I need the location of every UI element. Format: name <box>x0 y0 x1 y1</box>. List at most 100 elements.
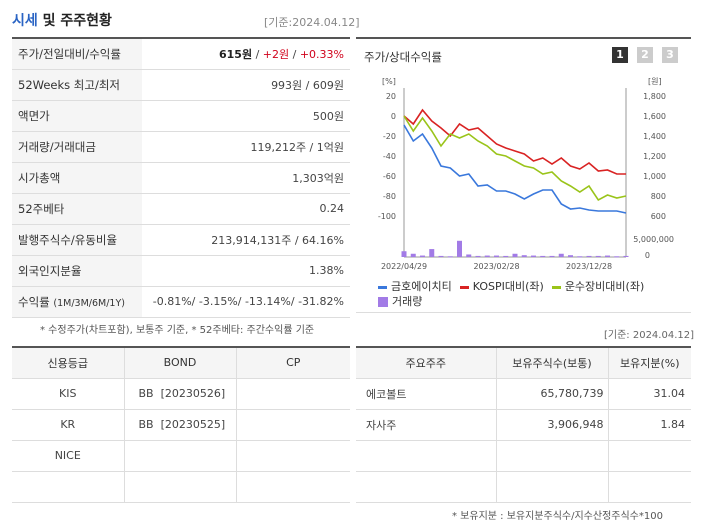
row-value: 1,303억원 <box>142 162 350 194</box>
table-row: 52주베타 0.24 <box>12 193 350 225</box>
volume-bar <box>447 256 453 258</box>
credit-rating-table: 신용등급 BOND CP KIS BB [20230526] KR BB [20… <box>12 346 350 503</box>
volume-bar <box>540 255 546 257</box>
volume-bar <box>512 253 518 257</box>
price-change-rate: 615원 / +2원 / +0.33% <box>142 38 350 70</box>
table-header-row: 신용등급 BOND CP <box>12 347 350 379</box>
chart-page-1-button[interactable]: 1 <box>612 47 628 63</box>
price-chart: [%] [원] 20 0 -20 -40 -60 -80 -100 1,800 1,600 1,400… <box>378 77 674 271</box>
column-header: CP <box>235 347 350 379</box>
table-row <box>356 440 691 472</box>
return-values: -0.81%/ -3.15%/ -13.14%/ -31.82% <box>142 286 350 318</box>
volume-bar <box>457 240 462 257</box>
series-line <box>403 108 626 175</box>
x-tick-label: 2022/04/29 <box>381 262 427 271</box>
major-holders-table: 주요주주 보유주식수(보통) 보유지분(%) 에코볼트 65,780,739 3… <box>356 346 691 503</box>
chart-page-3-button[interactable]: 3 <box>662 47 678 63</box>
bond-cell: BB [20230525] <box>123 409 236 441</box>
volume-bar <box>410 253 416 257</box>
y-right-unit: [원] <box>648 77 662 86</box>
volume-bar <box>494 255 499 257</box>
holders-footnote: * 보유지분 : 보유지분주식수/지수산정주식수*100 <box>452 511 663 522</box>
holder-shares <box>495 471 608 503</box>
chart-panel: 주가/상대수익률 1 2 3 [%] [원] 20 0 -20 -40 -60 -80 -100… <box>356 37 691 313</box>
y-left-tick-label: -20 <box>383 132 396 141</box>
series-line <box>403 115 627 202</box>
volume-bar <box>577 256 583 258</box>
y-right-tick-label: 1,000 <box>643 172 666 181</box>
row-label: 거래량/거래대금 <box>12 131 142 163</box>
legend-item[interactable]: 금호에이치티 <box>378 279 452 294</box>
holders-base-date: [기준: 2024.04.12] <box>604 330 695 341</box>
row-value: 119,212주 / 1억원 <box>142 131 350 163</box>
quote-table: 주가/전일대비/수익률 615원 / +2원 / +0.33% 52Weeks … <box>12 37 350 318</box>
bond-cell <box>123 471 236 503</box>
row-value: 500원 <box>142 100 350 132</box>
holder-shares: 65,780,739 <box>495 378 608 410</box>
volume-bar <box>568 255 573 257</box>
volume-bar <box>466 254 472 257</box>
holder-ratio: 1.84 <box>607 409 691 441</box>
table-row: 액면가 500원 <box>12 100 350 132</box>
y-left-tick-label: 0 <box>391 112 396 121</box>
table-row: 52Weeks 최고/최저 993원 / 609원 <box>12 69 350 101</box>
table-row: 에코볼트 65,780,739 31.04 <box>356 378 691 410</box>
table-row: 자사주 3,906,948 1.84 <box>356 409 691 441</box>
volume-bar <box>521 255 527 257</box>
table-row: 시가총액 1,303억원 <box>12 162 350 194</box>
cp-cell <box>235 440 350 472</box>
y-left-tick-label: -100 <box>378 212 396 221</box>
row-value: 993원 / 609원 <box>142 69 350 101</box>
base-date: [기준:2024.04.12] <box>264 16 360 29</box>
y-right-tick-label: 600 <box>651 212 666 221</box>
legend-item[interactable]: 거래량 <box>378 294 422 309</box>
chart-page-2-button[interactable]: 2 <box>637 47 653 63</box>
holder-ratio <box>607 471 691 503</box>
y-left-tick-label: -80 <box>383 192 396 201</box>
y-left-tick-label: 20 <box>386 92 396 101</box>
legend-item[interactable]: KOSPI대비(좌) <box>459 279 544 294</box>
chart-legend: 금호에이치티 KOSPI대비(좌) 운수장비대비(좌) 거래량 <box>378 279 688 309</box>
column-header: BOND <box>123 347 236 379</box>
holder-ratio <box>607 440 691 472</box>
volume-bar <box>586 255 592 257</box>
row-label: 외국인지분율 <box>12 255 142 287</box>
row-value: 1.38% <box>142 255 350 287</box>
row-label: 발행주식수/유동비율 <box>12 224 142 256</box>
table-row: 외국인지분율 1.38% <box>12 255 350 287</box>
table-row <box>12 471 350 503</box>
volume-bar <box>429 249 435 257</box>
volume-bar <box>531 255 536 257</box>
cp-cell <box>235 409 350 441</box>
quote-footnote: * 수정주가(차트포함), 보통주 기준, * 52주베타: 주간수익률 기준 <box>40 325 315 336</box>
legend-item[interactable]: 운수장비대비(좌) <box>551 279 644 294</box>
volume-bar <box>438 255 444 257</box>
table-row: 주가/전일대비/수익률 615원 / +2원 / +0.33% <box>12 38 350 70</box>
holder-shares: 3,906,948 <box>495 409 608 441</box>
volume-bar <box>595 255 601 257</box>
y-left-unit: [%] <box>382 77 396 86</box>
volume-tick-label: 0 <box>645 251 650 260</box>
holder-shares <box>495 440 608 472</box>
table-row: 수익률 (1M/3M/6M/1Y) -0.81%/ -3.15%/ -13.14… <box>12 286 350 318</box>
volume-bar <box>623 255 629 257</box>
row-label: 수익률 (1M/3M/6M/1Y) <box>12 286 142 318</box>
y-right-tick-label: 1,800 <box>643 92 666 101</box>
volume-bar <box>484 255 490 257</box>
cp-cell <box>235 471 350 503</box>
y-right-tick-label: 1,200 <box>643 152 666 161</box>
holder-ratio: 31.04 <box>607 378 691 410</box>
table-row: KIS BB [20230526] <box>12 378 350 410</box>
table-header-row: 주요주주 보유주식수(보통) 보유지분(%) <box>356 347 691 379</box>
y-right-tick-label: 1,400 <box>643 132 666 141</box>
volume-bar <box>401 251 407 257</box>
row-label: 주가/전일대비/수익률 <box>12 38 142 70</box>
holder-name <box>356 440 496 472</box>
volume-bar <box>558 253 564 257</box>
row-value: 0.24 <box>142 193 350 225</box>
volume-bar <box>605 255 610 257</box>
holder-name: 에코볼트 <box>356 378 496 410</box>
holder-name <box>356 471 496 503</box>
x-tick-label: 2023/02/28 <box>473 262 519 271</box>
agency-cell: KIS <box>12 378 124 410</box>
